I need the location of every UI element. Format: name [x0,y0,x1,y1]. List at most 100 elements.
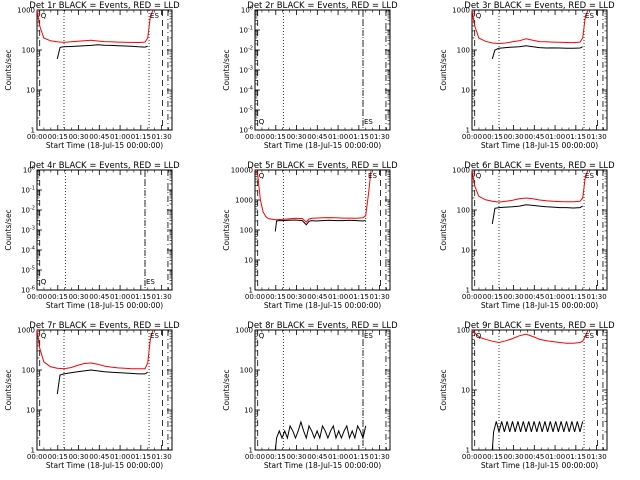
marker-label: Q [41,278,47,286]
x-axis-label: Start Time (18-Jul-15 00:00:00) [481,301,598,310]
y-tick-label: 10 [461,247,470,255]
marker-label: Q [41,332,47,340]
x-tick-label: 01:00 [545,453,565,461]
y-tick-label: 1 [31,447,35,455]
chart-panel-5: Det 5r BLACK = Events, RED = LLD 1 10 100 10… [222,161,398,310]
x-tick-label: 00:45 [89,133,109,141]
x-tick-label: 00:30 [286,453,306,461]
marker-label: ES [585,172,594,180]
x-tick-label: 01:00 [110,293,130,301]
y-tick-label: 100 [22,47,35,55]
y-axis-label: Counts/sec [4,369,13,410]
y-tick-label: 1 [466,447,470,455]
plot-frame [36,169,173,291]
y-tick-label: 10 [244,257,253,265]
x-axis-label: Start Time (18-Jul-15 00:00:00) [46,301,163,310]
y-tick-label: 100 [457,47,470,55]
x-tick-label: 00:00 [462,453,482,461]
y-tick-label: 10 [461,387,470,395]
chart-panel-3: Det 3r BLACK = Events, RED = LLD 1 10 100 10… [439,1,615,150]
y-tick-label: 1 [466,287,470,295]
chart-title: Det 7r BLACK = Events, RED = LLD [29,321,180,331]
y-tick-label: 1 [249,447,253,455]
x-tick-label: 00:00 [245,293,265,301]
x-tick-label: 00:00 [462,133,482,141]
marker-label: Q [259,118,265,126]
chart-panel-8: Det 8r BLACK = Events, RED = LLD 1 10 100 10… [222,321,398,470]
chart-panel-6: Det 6r BLACK = Events, RED = LLD 1 10 100 10… [439,161,615,310]
x-tick-label: 00:30 [503,293,523,301]
y-tick-label: 100 [457,327,470,335]
x-tick-label: 01:15 [131,293,151,301]
marker-label: ES [150,12,159,20]
x-tick-label: 00:00 [462,293,482,301]
x-tick-label: 00:00 [245,453,265,461]
x-tick-label: 00:30 [68,133,88,141]
x-tick-label: 00:15 [266,293,286,301]
x-tick-label: 00:45 [524,453,544,461]
x-tick-label: 01:15 [349,133,369,141]
lld-series-line [36,329,154,370]
x-axis-label: Start Time (18-Jul-15 00:00:00) [264,461,381,470]
x-tick-label: 01:30 [587,453,607,461]
y-tick-label: 10-5 [21,266,35,275]
x-tick-label: 00:30 [68,293,88,301]
y-tick-label: 100 [241,6,253,15]
y-tick-label: 10-1 [21,186,35,195]
chart-title: Det 8r BLACK = Events, RED = LLD [247,321,398,331]
x-axis-label: Start Time (18-Jul-15 00:00:00) [46,141,163,150]
x-tick-label: 00:45 [524,293,544,301]
x-tick-label: 01:30 [152,133,172,141]
x-tick-label: 01:00 [545,133,565,141]
x-tick-label: 00:30 [68,453,88,461]
y-tick-label: 10-6 [239,126,253,135]
marker-label: Q [259,332,265,340]
x-tick-label: 00:45 [89,293,109,301]
chart-title: Det 1r BLACK = Events, RED = LLD [29,1,180,11]
y-axis-label: Counts/sec [439,209,448,250]
y-axis-label: Counts/sec [439,49,448,90]
x-tick-label: 00:00 [27,453,47,461]
x-tick-label: 01:15 [349,453,369,461]
y-tick-label: 1000 [452,7,470,15]
x-tick-label: 00:15 [483,293,503,301]
x-tick-label: 01:30 [370,453,390,461]
y-tick-label: 10-1 [239,26,253,35]
y-axis-label: Counts/sec [222,209,231,250]
y-axis-label: Counts/sec [4,49,13,90]
x-tick-label: 00:30 [286,133,306,141]
chart-title: Det 2r BLACK = Events, RED = LLD [247,1,398,11]
plot-frame [36,329,173,451]
y-tick-label: 1 [466,127,470,135]
chart-title: Det 4r BLACK = Events, RED = LLD [29,161,180,171]
y-tick-label: 10-4 [239,86,253,95]
x-tick-label: 00:15 [483,453,503,461]
chart-title: Det 3r BLACK = Events, RED = LLD [464,1,615,11]
x-axis-label: Start Time (18-Jul-15 00:00:00) [481,461,598,470]
chart-panel-4: Det 4r BLACK = Events, RED = LLD 10-6 10-5… [4,161,180,310]
x-tick-label: 01:30 [370,133,390,141]
events-series-line [491,204,583,224]
x-tick-label: 00:15 [48,293,68,301]
y-tick-label: 10-3 [239,66,253,75]
marker-label: ES [585,12,594,20]
x-tick-label: 01:00 [328,293,348,301]
x-tick-label: 00:00 [27,133,47,141]
marker-label: ES [150,332,159,340]
x-tick-label: 01:15 [131,133,151,141]
x-tick-label: 01:00 [328,453,348,461]
events-series-line [274,219,366,232]
y-tick-label: 10 [461,87,470,95]
x-tick-label: 00:15 [266,133,286,141]
marker-label: Q [476,172,482,180]
x-tick-label: 00:15 [266,453,286,461]
x-tick-label: 00:15 [48,453,68,461]
x-tick-label: 00:15 [48,133,68,141]
y-tick-label: 1 [249,287,253,295]
y-tick-label: 1 [31,127,35,135]
events-series-line [56,369,148,395]
chart-title: Det 6r BLACK = Events, RED = LLD [464,161,615,171]
y-tick-label: 100 [23,166,35,175]
y-tick-label: 10-2 [239,46,253,55]
